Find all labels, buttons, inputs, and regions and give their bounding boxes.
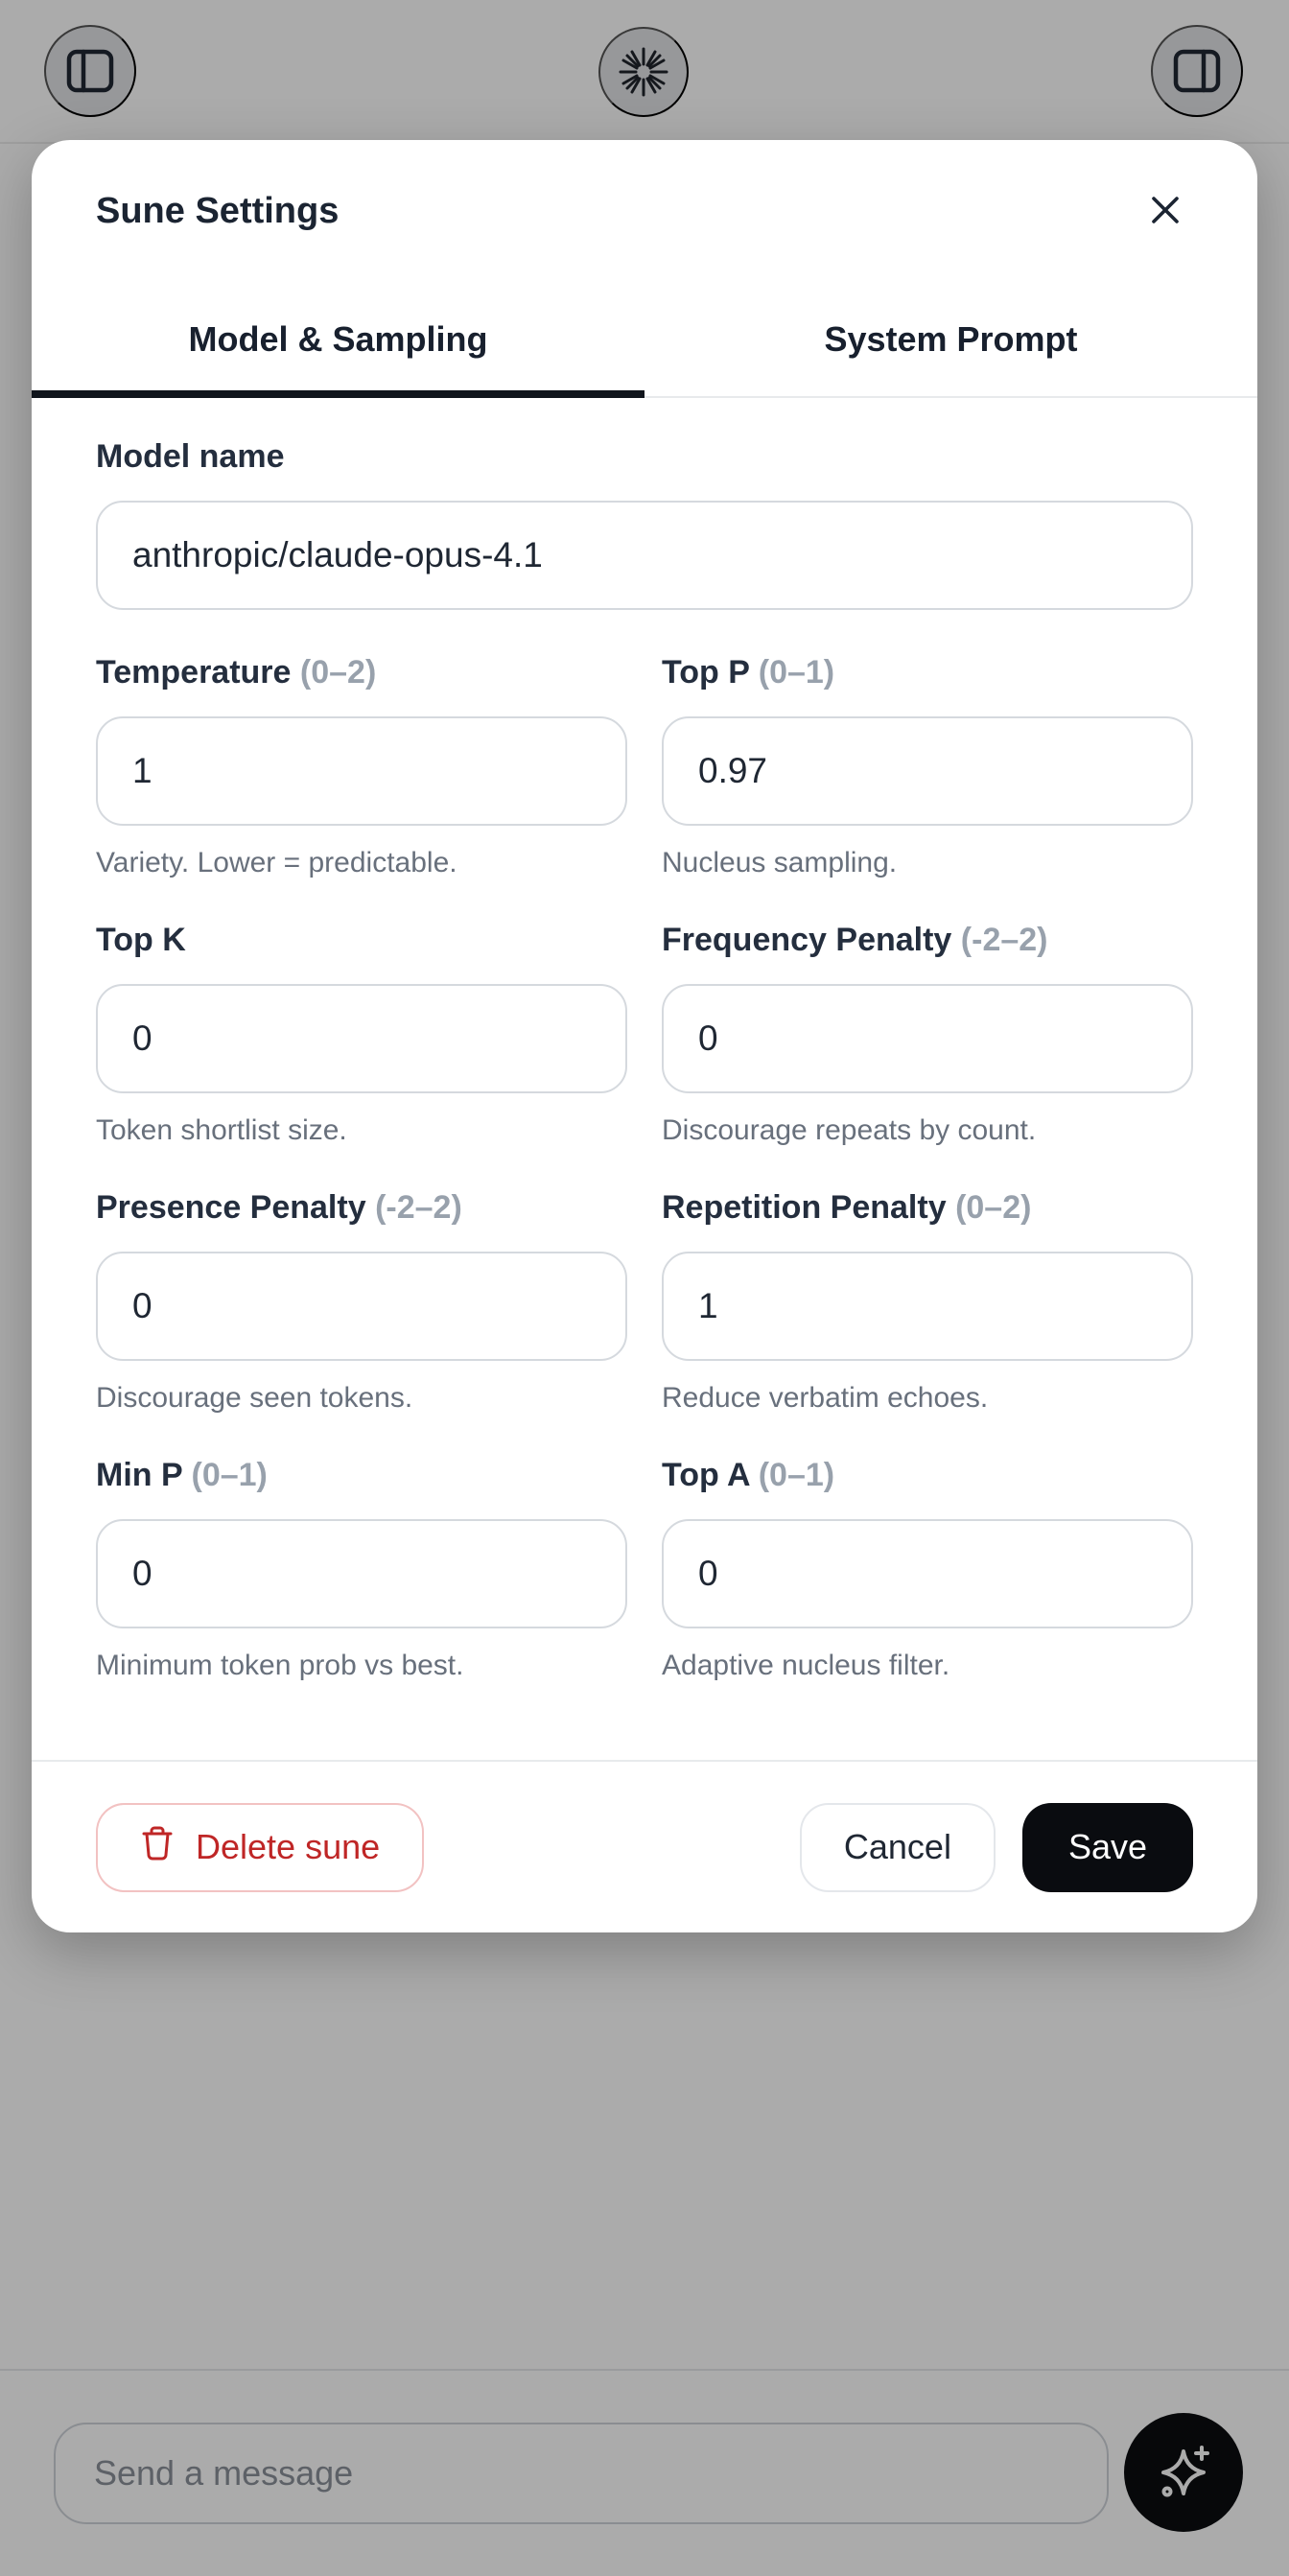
starburst-icon (615, 43, 672, 101)
trash-icon (140, 1824, 175, 1871)
delete-sune-label: Delete sune (196, 1827, 381, 1866)
top-p-input[interactable] (662, 716, 1193, 826)
toggle-right-sidebar-button[interactable] (1151, 25, 1243, 117)
dialog-tabbar: Model & Sampling System Prompt (32, 283, 1257, 398)
temperature-input[interactable] (96, 716, 627, 826)
panel-right-icon (1169, 43, 1225, 99)
field-model-name: Model name (96, 438, 1193, 610)
sune-settings-dialog: Sune Settings Model & Sampling System Pr… (32, 140, 1257, 1932)
tab-model-sampling[interactable]: Model & Sampling (32, 283, 644, 398)
top-a-input[interactable] (662, 1519, 1193, 1628)
frequency-penalty-helper: Discourage repeats by count. (662, 1114, 1037, 1146)
repetition-penalty-helper: Reduce verbatim echoes. (662, 1382, 989, 1414)
model-name-label: Model name (96, 438, 285, 475)
field-frequency-penalty: Frequency Penalty (-2–2) Discourage repe… (662, 922, 1193, 1147)
frequency-penalty-label: Frequency Penalty (662, 922, 952, 958)
close-button[interactable] (1137, 182, 1193, 241)
field-presence-penalty: Presence Penalty (-2–2) Discourage seen … (96, 1189, 627, 1415)
top-a-label: Top A (662, 1457, 750, 1493)
frequency-penalty-range: (-2–2) (960, 922, 1048, 958)
cancel-button[interactable]: Cancel (799, 1802, 996, 1892)
dialog-body: Model name Temperature (0–2) Variety. Lo… (32, 398, 1257, 1760)
save-button[interactable]: Save (1021, 1802, 1193, 1892)
frequency-penalty-input[interactable] (662, 984, 1193, 1093)
delete-sune-button[interactable]: Delete sune (96, 1802, 425, 1892)
dialog-title: Sune Settings (96, 191, 340, 231)
presence-penalty-range: (-2–2) (375, 1189, 462, 1226)
model-name-input[interactable] (96, 501, 1193, 610)
top-p-range: (0–1) (758, 654, 835, 691)
field-top-a: Top A (0–1) Adaptive nucleus filter. (662, 1457, 1193, 1682)
tab-system-prompt[interactable]: System Prompt (644, 283, 1257, 396)
field-top-k: Top K Token shortlist size. (96, 922, 627, 1147)
message-composer-bar (0, 2369, 1289, 2576)
min-p-range: (0–1) (191, 1457, 268, 1493)
top-k-helper: Token shortlist size. (96, 1114, 347, 1146)
dialog-footer: Delete sune Cancel Save (32, 1760, 1257, 1932)
send-message-input[interactable] (54, 2423, 1109, 2524)
repetition-penalty-input[interactable] (662, 1252, 1193, 1361)
send-message-button[interactable] (1124, 2413, 1243, 2532)
dialog-header: Sune Settings (32, 140, 1257, 283)
field-min-p: Min P (0–1) Minimum token prob vs best. (96, 1457, 627, 1682)
presence-penalty-helper: Discourage seen tokens. (96, 1382, 413, 1414)
toggle-left-sidebar-button[interactable] (44, 25, 136, 117)
min-p-label: Min P (96, 1457, 183, 1493)
presence-penalty-label: Presence Penalty (96, 1189, 366, 1226)
top-k-input[interactable] (96, 984, 627, 1093)
sparkles-icon (1152, 2440, 1215, 2506)
starburst-button[interactable] (598, 27, 689, 117)
min-p-helper: Minimum token prob vs best. (96, 1650, 464, 1681)
app-topbar (0, 0, 1289, 144)
top-a-range: (0–1) (758, 1457, 835, 1493)
field-temperature: Temperature (0–2) Variety. Lower = predi… (96, 654, 627, 879)
repetition-penalty-label: Repetition Penalty (662, 1189, 947, 1226)
top-a-helper: Adaptive nucleus filter. (662, 1650, 950, 1681)
top-p-label: Top P (662, 654, 750, 691)
field-top-p: Top P (0–1) Nucleus sampling. (662, 654, 1193, 879)
temperature-range: (0–2) (299, 654, 377, 691)
presence-penalty-input[interactable] (96, 1252, 627, 1361)
field-repetition-penalty: Repetition Penalty (0–2) Reduce verbatim… (662, 1189, 1193, 1415)
temperature-helper: Variety. Lower = predictable. (96, 847, 457, 878)
repetition-penalty-range: (0–2) (955, 1189, 1032, 1226)
sampling-fields-grid: Temperature (0–2) Variety. Lower = predi… (96, 654, 1193, 1724)
top-p-helper: Nucleus sampling. (662, 847, 898, 878)
min-p-input[interactable] (96, 1519, 627, 1628)
close-icon (1145, 190, 1185, 233)
temperature-label: Temperature (96, 654, 292, 691)
panel-left-icon (62, 43, 118, 99)
top-k-label: Top K (96, 922, 186, 958)
